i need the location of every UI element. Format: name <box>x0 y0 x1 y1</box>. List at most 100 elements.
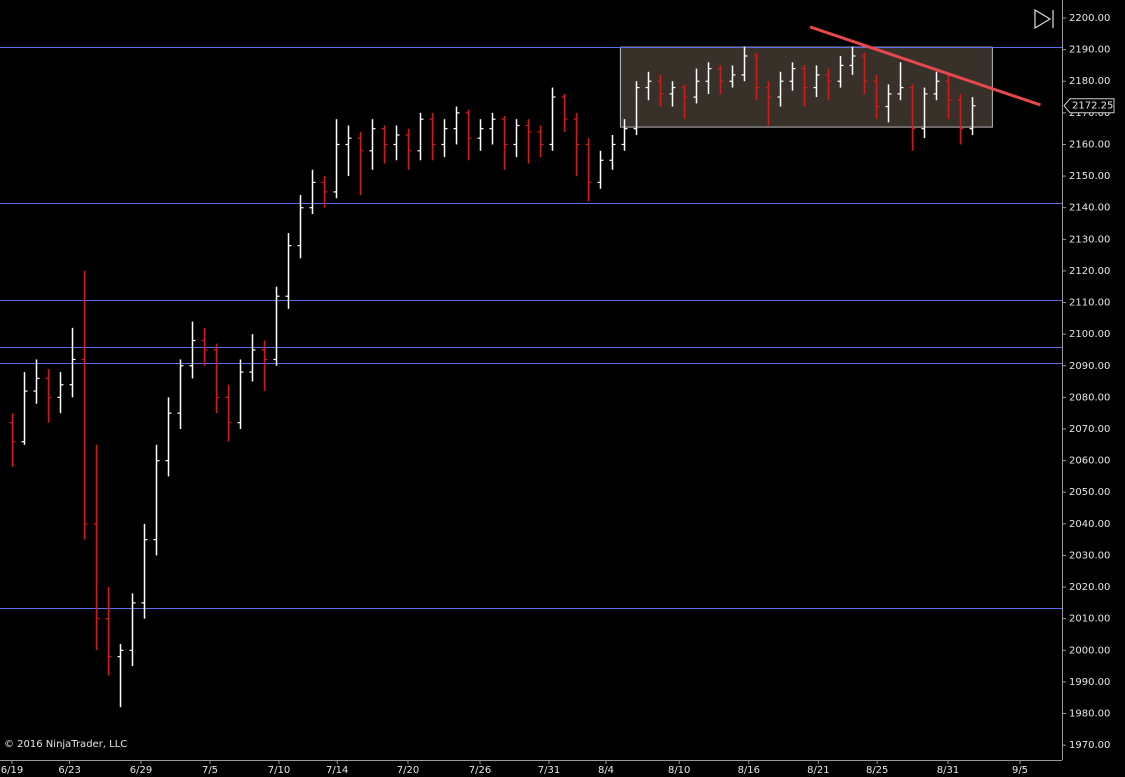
x-tick-label: 7/26 <box>469 765 491 776</box>
ohlc-bar <box>921 87 928 139</box>
ohlc-bar <box>585 138 592 202</box>
y-tick-label: 2150.00 <box>1069 171 1110 182</box>
scroll-icon-arrow[interactable] <box>1034 8 1052 30</box>
ohlc-bar <box>801 65 808 107</box>
ohlc-bar <box>873 74 880 120</box>
ohlc-bar <box>105 587 112 676</box>
ohlc-bar <box>861 52 868 94</box>
y-tick-label: 2020.00 <box>1069 582 1110 593</box>
x-tick-label: 8/21 <box>807 765 829 776</box>
ohlc-bar <box>21 372 28 445</box>
ohlc-bar <box>189 321 196 379</box>
ohlc-bar <box>153 444 160 556</box>
ohlc-bar <box>513 119 520 158</box>
ohlc-bar <box>681 84 688 120</box>
ohlc-bar <box>657 74 664 107</box>
last-price-box <box>1063 98 1115 114</box>
x-tick-label: 8/10 <box>668 765 690 776</box>
ohlc-bar <box>177 359 184 430</box>
ohlc-bar <box>9 413 16 467</box>
y-tick-label: 2050.00 <box>1069 487 1110 498</box>
ohlc-bar <box>237 359 244 430</box>
y-tick-label: 1990.00 <box>1069 677 1110 688</box>
ohlc-bar <box>945 74 952 120</box>
x-tick-label: 8/4 <box>598 765 614 776</box>
ohlc-bar <box>789 62 796 91</box>
x-tick-label: 7/31 <box>538 765 560 776</box>
ohlc-bar <box>885 84 892 123</box>
x-tick-label: 7/5 <box>202 765 218 776</box>
ohlc-bar <box>477 119 484 151</box>
y-tick-label: 2160.00 <box>1069 139 1110 150</box>
ohlc-bar <box>621 119 628 151</box>
x-tick-label: 9/5 <box>1012 765 1028 776</box>
ohlc-bar <box>453 106 460 145</box>
ohlc-bar <box>249 334 256 382</box>
ohlc-bar <box>69 327 76 398</box>
ohlc-bar <box>369 119 376 170</box>
ohlc-bar <box>57 372 64 414</box>
scroll-end-icon[interactable] <box>1034 8 1054 30</box>
y-tick-label: 2070.00 <box>1069 424 1110 435</box>
ohlc-bar <box>393 125 400 161</box>
y-tick-label: 2010.00 <box>1069 614 1110 625</box>
x-tick-label: 7/14 <box>326 765 348 776</box>
ohlc-bar <box>129 593 136 667</box>
ohlc-bar <box>957 93 964 145</box>
ohlc-bar <box>297 195 304 259</box>
ohlc-bar <box>429 112 436 161</box>
ohlc-bar <box>849 46 856 75</box>
x-tick-label: 8/16 <box>738 765 760 776</box>
ohlc-bar <box>573 112 580 177</box>
ohlc-bar <box>525 119 532 164</box>
ohlc-bar <box>165 397 172 477</box>
x-tick-label: 7/20 <box>397 765 419 776</box>
ohlc-bar <box>465 109 472 161</box>
y-tick-label: 2080.00 <box>1069 392 1110 403</box>
ohlc-bar <box>777 71 784 107</box>
last-price-label: 2172.25 <box>1072 101 1113 112</box>
ohlc-bar <box>309 169 316 215</box>
y-tick-label: 1970.00 <box>1069 740 1110 751</box>
ohlc-bar <box>261 340 268 392</box>
ohlc-bar <box>345 125 352 177</box>
ohlc-bar <box>633 81 640 135</box>
ohlc-bar <box>117 643 124 708</box>
ohlc-bar <box>381 125 388 164</box>
ohlc-bar <box>201 327 208 366</box>
ohlc-bar <box>609 134 616 170</box>
ohlc-bar <box>321 176 328 208</box>
x-tick-label: 7/10 <box>268 765 290 776</box>
ohlc-bar <box>705 62 712 94</box>
ohlc-bar <box>273 286 280 366</box>
y-tick-label: 2120.00 <box>1069 266 1110 277</box>
y-tick-label: 2180.00 <box>1069 76 1110 87</box>
trend-line <box>809 25 1041 107</box>
ohlc-bar <box>405 128 412 170</box>
ohlc-bar <box>561 93 568 132</box>
ohlc-bar <box>597 150 604 189</box>
ohlc-bar <box>213 343 220 414</box>
y-tick-label: 2140.00 <box>1069 203 1110 214</box>
ohlc-bar <box>333 119 340 199</box>
ohlc-bar <box>969 97 976 135</box>
ohlc-bar <box>717 65 724 94</box>
y-tick-label: 2030.00 <box>1069 550 1110 561</box>
y-tick-label: 2200.00 <box>1069 13 1110 24</box>
copyright: © 2016 NinjaTrader, LLC <box>4 739 127 750</box>
x-tick-label: 8/31 <box>937 765 959 776</box>
ohlc-bar <box>537 125 544 158</box>
ohlc-bar <box>141 523 148 619</box>
y-tick-label: 2090.00 <box>1069 361 1110 372</box>
ohlc-bar <box>897 62 904 101</box>
y-tick-label: 2000.00 <box>1069 645 1110 656</box>
y-tick-label: 2060.00 <box>1069 456 1110 467</box>
ohlc-bar <box>93 444 100 651</box>
ohlc-bar <box>81 270 88 540</box>
ohlc-bar <box>501 116 508 170</box>
ohlc-bar <box>825 68 832 101</box>
x-tick-label: 6/19 <box>1 765 23 776</box>
ohlc-bar <box>693 68 700 104</box>
